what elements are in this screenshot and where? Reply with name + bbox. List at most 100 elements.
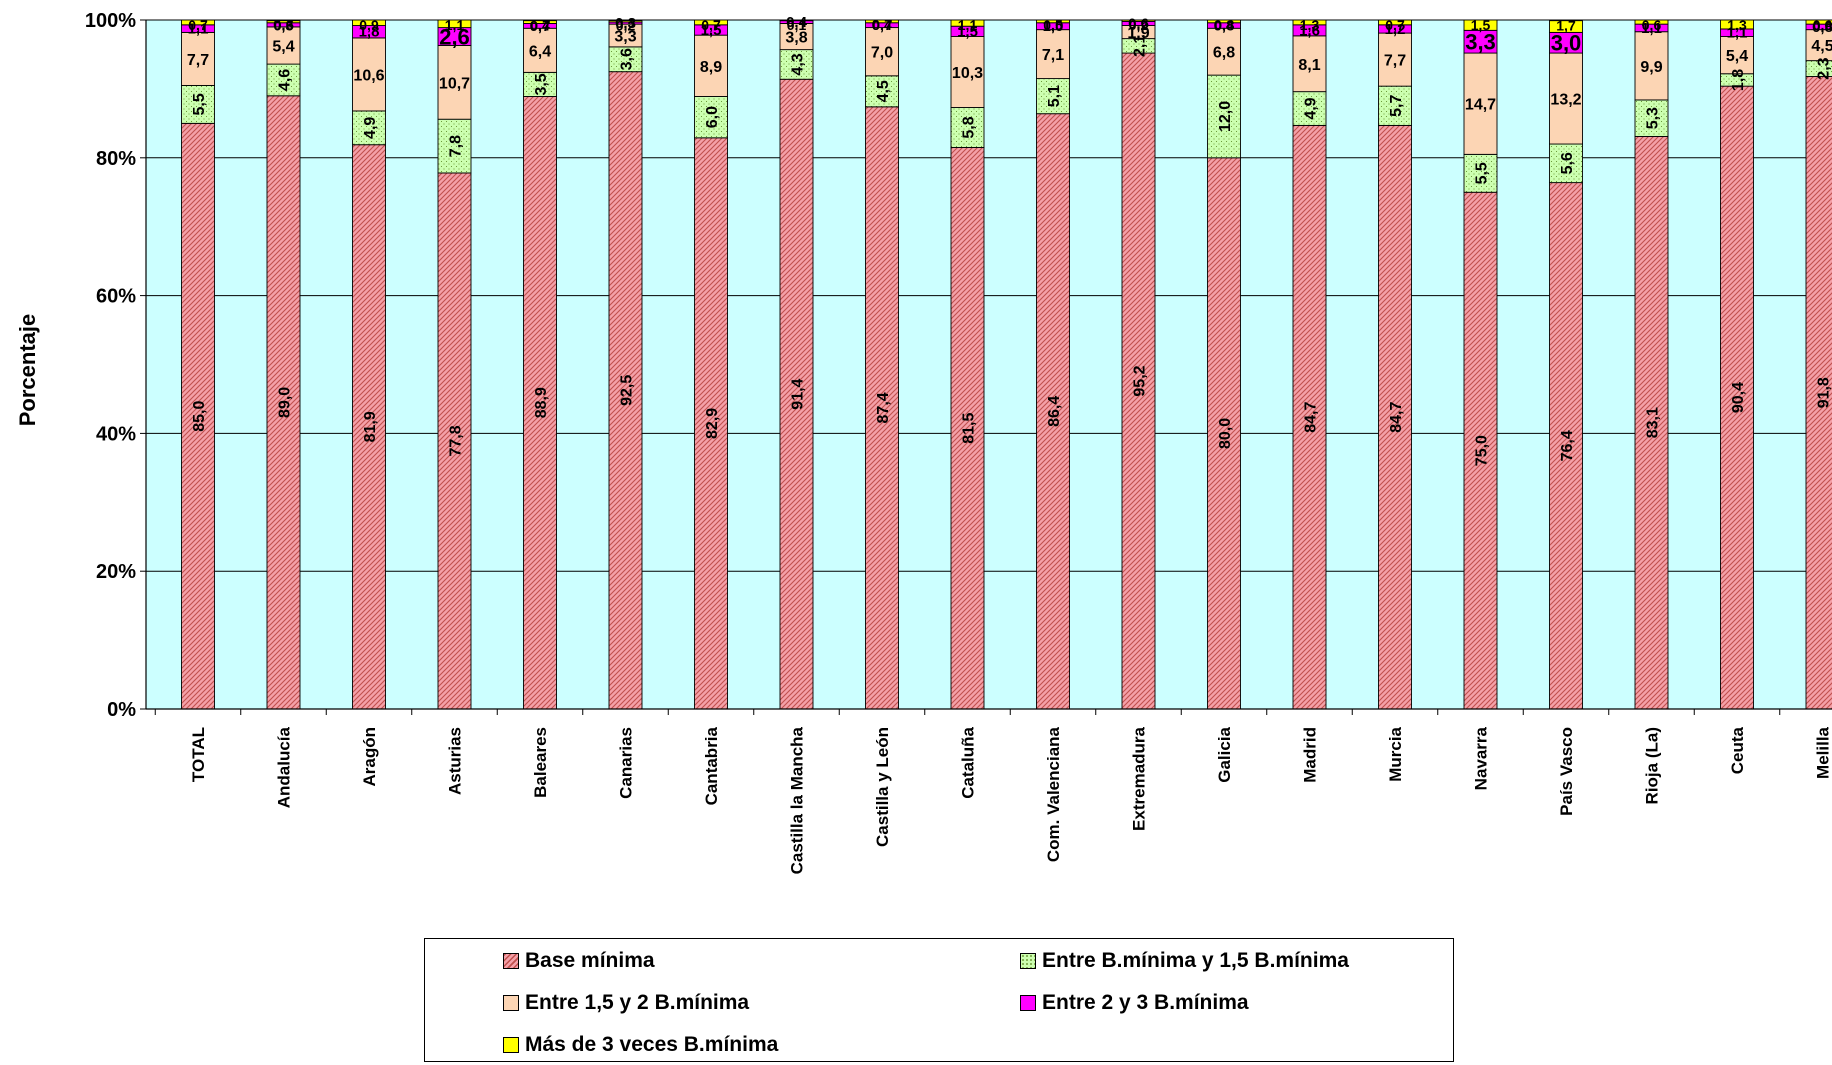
bar-segment bbox=[694, 137, 728, 710]
bar-segment bbox=[352, 19, 386, 26]
data-label: 0,1 bbox=[787, 17, 807, 33]
stacked-bar-chart: 85,05,57,71,10,789,04,65,40,60,381,94,91… bbox=[15, 10, 1832, 874]
data-label: 1,5 bbox=[701, 22, 722, 39]
data-label: 0,6 bbox=[1642, 17, 1662, 33]
legend-label: Base mínima bbox=[525, 949, 655, 972]
data-label: 14,7 bbox=[1465, 97, 1496, 114]
bar-segment bbox=[1121, 52, 1156, 710]
data-label: 3,8 bbox=[785, 30, 807, 47]
bar-segment bbox=[1036, 78, 1070, 115]
data-label: 3,6 bbox=[619, 48, 636, 70]
data-label: 89,0 bbox=[277, 387, 294, 418]
data-label: 82,9 bbox=[704, 408, 721, 439]
legend: Base mínima Entre B.mínima y 1,5 B.mínima… bbox=[424, 938, 1454, 1062]
data-label: 0,6 bbox=[1813, 17, 1832, 33]
bar-segment bbox=[950, 36, 985, 108]
bar-segment bbox=[523, 27, 557, 73]
data-label: 7,0 bbox=[871, 45, 893, 62]
data-label: 0,5 bbox=[1043, 17, 1063, 33]
legend-swatch bbox=[503, 1037, 519, 1053]
bar-segment bbox=[865, 75, 899, 108]
y-tick-label: 0% bbox=[107, 699, 136, 721]
data-label: 83,1 bbox=[1645, 407, 1662, 438]
legend-label: Entre 2 y 3 B.mínima bbox=[1042, 991, 1249, 1014]
data-label: 0,8 bbox=[1214, 18, 1235, 35]
bar-segment bbox=[1207, 74, 1241, 159]
data-label: 5,3 bbox=[1645, 107, 1662, 129]
y-tick-label: 100% bbox=[85, 10, 136, 32]
data-label: 1,1 bbox=[958, 17, 978, 33]
bar-segment bbox=[779, 49, 814, 80]
x-tick-label: Cataluña bbox=[959, 726, 978, 798]
bar-segment bbox=[1036, 19, 1070, 24]
bar-segment bbox=[1634, 19, 1669, 25]
bar-segment bbox=[694, 19, 728, 26]
x-tick-label: Cantabria bbox=[702, 726, 721, 805]
data-label: 1,6 bbox=[1299, 22, 1320, 39]
x-tick-label: Asturias bbox=[446, 727, 465, 795]
bar-segment bbox=[523, 96, 557, 710]
bar-segment bbox=[779, 78, 814, 710]
data-label: 8,1 bbox=[1298, 57, 1320, 74]
bar-segment bbox=[437, 45, 472, 120]
data-label: 2,3 bbox=[1816, 57, 1832, 79]
bar-segment bbox=[1549, 52, 1583, 145]
data-label: 1,1 bbox=[1641, 20, 1662, 37]
data-label: 1,5 bbox=[1471, 17, 1491, 33]
x-tick-label: Navarra bbox=[1472, 726, 1491, 790]
data-label: 10,6 bbox=[353, 67, 384, 84]
legend-swatch bbox=[503, 953, 519, 969]
y-tick-label: 20% bbox=[96, 561, 136, 583]
legend-swatch bbox=[503, 995, 519, 1011]
x-tick-label: Castilla la Mancha bbox=[788, 726, 807, 874]
x-tick-label: TOTAL bbox=[189, 727, 208, 782]
x-tick-label: Extremadura bbox=[1130, 726, 1149, 830]
bar-segment bbox=[950, 147, 985, 710]
data-label: 0,4 bbox=[1214, 17, 1234, 33]
bar-segment bbox=[1207, 19, 1241, 24]
bar-segment bbox=[1634, 135, 1669, 710]
y-tick-label: 60% bbox=[96, 286, 136, 308]
data-label: 8,9 bbox=[700, 59, 722, 76]
data-label: 0,2 bbox=[616, 18, 636, 34]
bar-segment bbox=[181, 19, 215, 26]
data-label: 1,8 bbox=[1730, 69, 1747, 91]
x-tick-label: Baleares bbox=[531, 727, 550, 798]
data-label: 7,7 bbox=[1384, 53, 1406, 70]
data-label: 4,9 bbox=[362, 117, 379, 139]
y-axis-title: Porcentaje bbox=[15, 314, 40, 427]
data-label: 0,4 bbox=[786, 14, 808, 31]
data-label: 0,4 bbox=[530, 18, 550, 34]
bar-segment bbox=[352, 37, 386, 112]
legend-item: Más de 3 veces B.mínima bbox=[503, 1033, 778, 1057]
data-label: 6,0 bbox=[704, 106, 721, 128]
data-label: 95,2 bbox=[1132, 365, 1149, 396]
legend-item: Base mínima bbox=[503, 949, 655, 973]
bar-segment bbox=[1207, 157, 1241, 710]
y-tick-label: 40% bbox=[96, 423, 136, 445]
legend-label: Entre 1,5 y 2 B.mínima bbox=[525, 991, 750, 1014]
legend-label: Entre B.mínima y 1,5 B.mínima bbox=[1042, 949, 1349, 972]
data-label: 5,5 bbox=[191, 93, 208, 115]
data-label: 88,9 bbox=[533, 387, 550, 418]
bar-segment bbox=[865, 106, 899, 710]
data-label: 1,1 bbox=[188, 21, 209, 38]
data-label: 1,9 bbox=[1127, 25, 1149, 42]
data-label: 76,4 bbox=[1559, 430, 1576, 461]
data-label: 10,7 bbox=[439, 75, 470, 92]
x-tick-label: Castilla y León bbox=[873, 727, 892, 847]
data-label: 0,7 bbox=[188, 17, 208, 33]
bar-segment bbox=[1378, 19, 1412, 26]
data-label: 1,3 bbox=[1727, 17, 1747, 33]
x-tick-label: País Vasco bbox=[1557, 727, 1576, 816]
x-tick-label: Madrid bbox=[1301, 727, 1320, 783]
data-label: 0,7 bbox=[872, 17, 893, 34]
bar-segment bbox=[352, 110, 386, 146]
bar-segment bbox=[266, 63, 301, 97]
data-label: 3,3 bbox=[614, 29, 636, 46]
y-tick-label: 80% bbox=[96, 148, 136, 170]
bar-segment bbox=[1036, 113, 1070, 710]
data-label: 3,3 bbox=[1465, 30, 1496, 55]
bar-segment bbox=[437, 118, 472, 174]
bar-segment bbox=[865, 19, 899, 24]
